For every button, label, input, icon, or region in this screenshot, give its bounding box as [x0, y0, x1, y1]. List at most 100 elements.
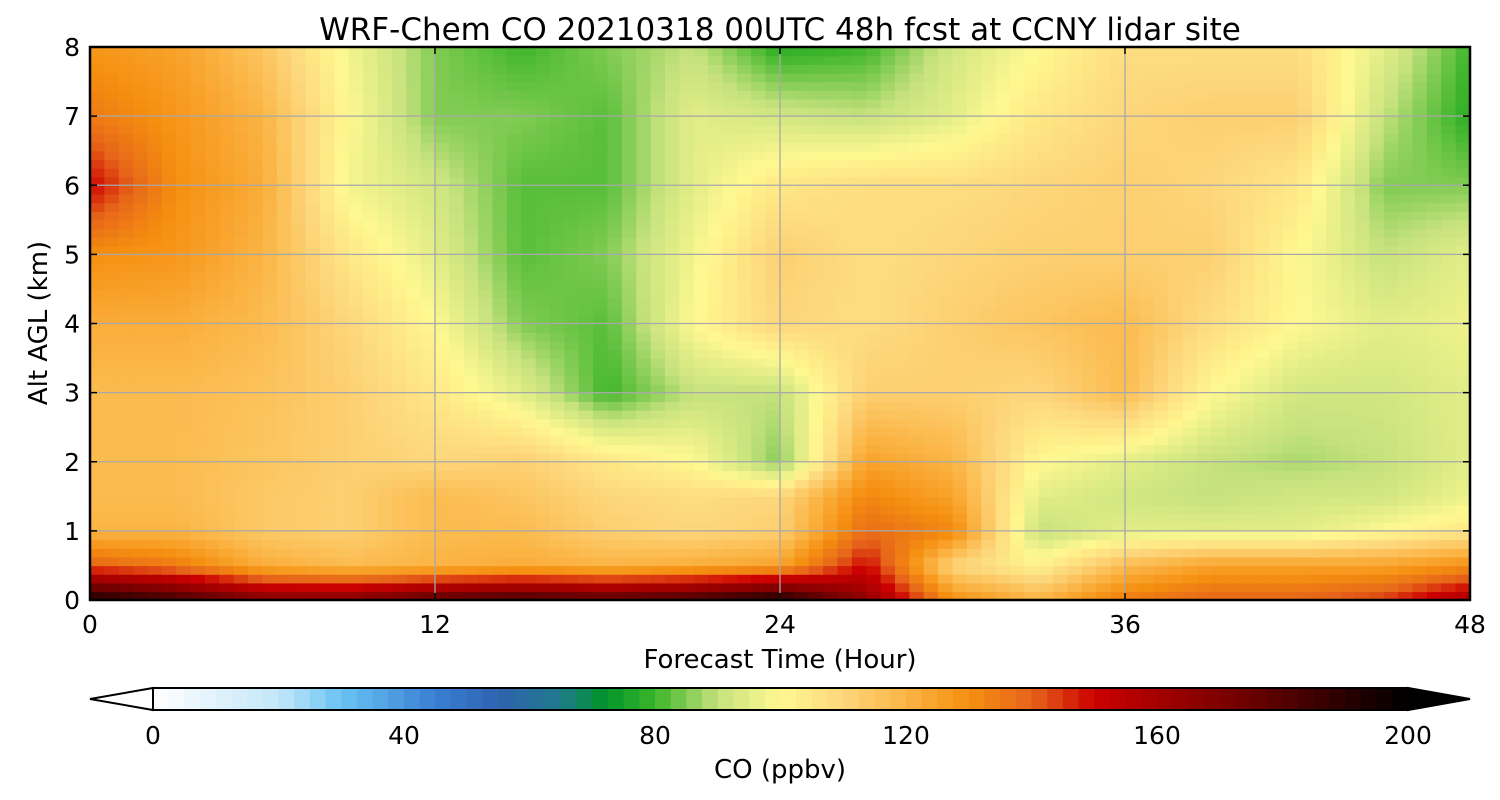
heatmap-cell [176, 288, 192, 299]
heatmap-cell [1254, 470, 1270, 480]
heatmap-cell [320, 254, 336, 264]
heatmap-cell [895, 565, 911, 575]
heatmap-cell [550, 306, 566, 316]
heatmap-cell [708, 530, 724, 541]
heatmap-cell [1139, 332, 1155, 342]
heatmap-cell [535, 392, 551, 402]
heatmap-cell [506, 228, 522, 238]
heatmap-cell [506, 427, 522, 437]
heatmap-cell [1369, 565, 1385, 575]
heatmap-cell [851, 453, 867, 463]
heatmap-cell [1455, 487, 1471, 498]
heatmap-cell [808, 539, 824, 549]
heatmap-cell [219, 530, 235, 541]
heatmap-cell [679, 383, 695, 394]
heatmap-cell [923, 288, 939, 299]
heatmap-cell [823, 453, 839, 463]
heatmap-cell [823, 332, 839, 342]
heatmap-cell [1038, 306, 1054, 316]
heatmap-cell [866, 185, 882, 195]
heatmap-cell [118, 228, 134, 238]
heatmap-cell [463, 461, 479, 472]
heatmap-cell [808, 591, 824, 601]
heatmap-cell [1240, 487, 1256, 498]
heatmap-cell [837, 323, 853, 333]
heatmap-cell [478, 254, 494, 264]
heatmap-cell [363, 444, 379, 454]
heatmap-cell [938, 280, 954, 290]
heatmap-cell [1369, 271, 1385, 281]
heatmap-cell [1038, 323, 1054, 333]
heatmap-cell [406, 487, 422, 498]
heatmap-cell [291, 574, 307, 584]
heatmap-cell [837, 435, 853, 446]
heatmap-cell [320, 496, 336, 506]
heatmap-cell [248, 185, 264, 195]
heatmap-cell [1211, 297, 1227, 307]
heatmap-cell [1182, 479, 1198, 489]
heatmap-cell [248, 556, 264, 567]
heatmap-cell [147, 530, 163, 541]
heatmap-cell [550, 185, 566, 195]
heatmap-cell [377, 237, 393, 247]
heatmap-cell [147, 461, 163, 472]
heatmap-cell [765, 332, 781, 342]
heatmap-cell [722, 211, 738, 221]
heatmap-cell [521, 375, 537, 385]
heatmap-cell [693, 150, 709, 161]
heatmap-cell [118, 548, 134, 558]
heatmap-cell [262, 263, 278, 273]
heatmap-cell [147, 513, 163, 523]
heatmap-cell [1125, 522, 1141, 532]
heatmap-cell [219, 556, 235, 567]
heatmap-cell [837, 392, 853, 402]
heatmap-cell [866, 211, 882, 221]
heatmap-cell [1441, 496, 1457, 506]
heatmap-cell [1297, 340, 1313, 351]
heatmap-cell [1426, 150, 1442, 161]
heatmap-cell [535, 340, 551, 351]
heatmap-cell [492, 211, 508, 221]
heatmap-cell [923, 513, 939, 523]
heatmap-cell [1297, 366, 1313, 377]
heatmap-cell [320, 401, 336, 411]
heatmap-cell [679, 297, 695, 307]
heatmap-cell [521, 574, 537, 584]
heatmap-cell [722, 185, 738, 195]
heatmap-cell [578, 358, 594, 368]
heatmap-cell [233, 435, 249, 446]
heatmap-cell [190, 453, 206, 463]
heatmap-cell [1311, 297, 1327, 307]
heatmap-cell [550, 574, 566, 584]
heatmap-cell [435, 271, 451, 281]
heatmap-cell [1398, 297, 1414, 307]
heatmap-cell [391, 444, 407, 454]
heatmap-cell [966, 435, 982, 446]
heatmap-cell [1283, 401, 1299, 411]
heatmap-cell [1096, 263, 1112, 273]
heatmap-cell [1125, 556, 1141, 567]
heatmap-cell [377, 176, 393, 186]
heatmap-cell [233, 167, 249, 178]
heatmap-cell [1053, 366, 1069, 377]
heatmap-cell [1010, 167, 1026, 178]
heatmap-cell [1053, 358, 1069, 368]
heatmap-cell [1196, 211, 1212, 221]
heatmap-cell [219, 176, 235, 186]
heatmap-cell [1268, 271, 1284, 281]
heatmap-cell [736, 574, 752, 584]
heatmap-cell [1182, 556, 1198, 567]
heatmap-cell [1110, 591, 1126, 601]
heatmap-cell [161, 375, 177, 385]
heatmap-cell [621, 427, 637, 437]
heatmap-cell [449, 539, 465, 549]
heatmap-cell [1096, 159, 1112, 169]
heatmap-cell [176, 254, 192, 264]
heatmap-cell [995, 297, 1011, 307]
heatmap-cell [593, 522, 609, 532]
heatmap-cell [1240, 280, 1256, 290]
heatmap-cell [923, 245, 939, 256]
heatmap-cell [1268, 306, 1284, 316]
heatmap-cell [1383, 297, 1399, 307]
heatmap-cell [1355, 263, 1371, 273]
